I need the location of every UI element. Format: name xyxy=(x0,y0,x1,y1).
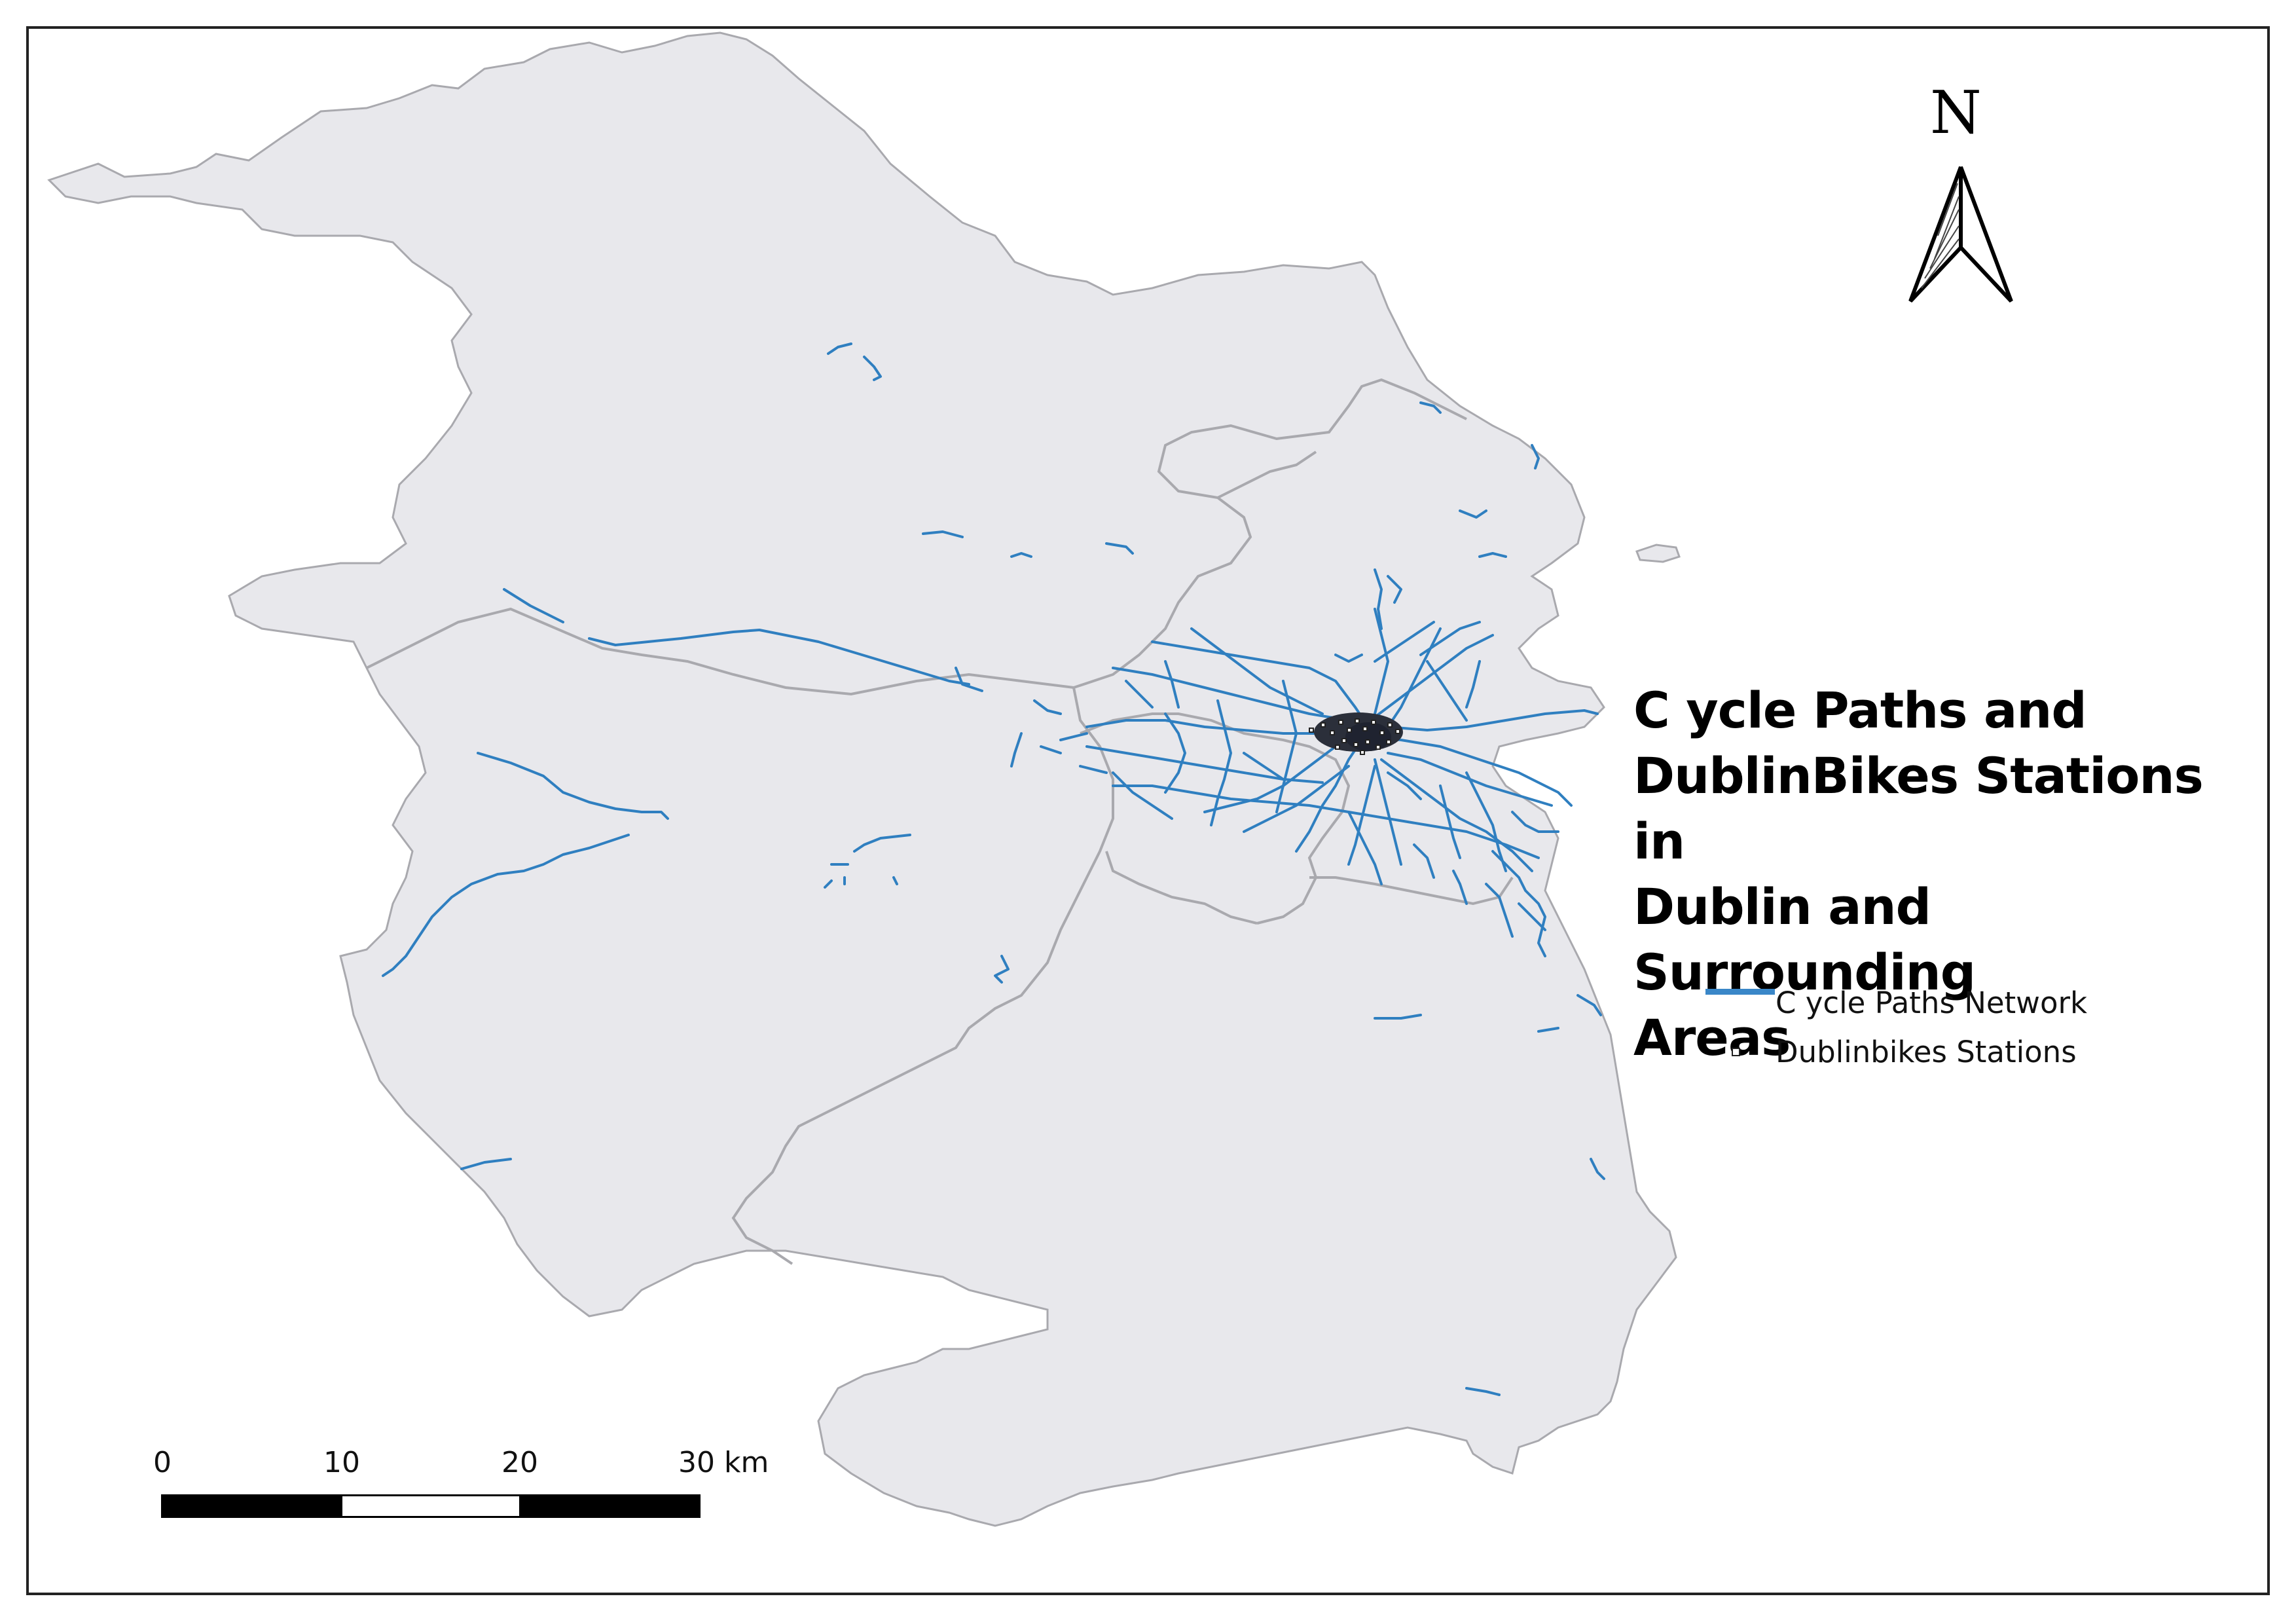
land-mass xyxy=(47,31,1677,1527)
scale-label-20: 20 xyxy=(501,1446,538,1479)
north-arrow-label: N xyxy=(1930,79,1982,147)
scale-label-0: 0 xyxy=(153,1446,172,1479)
legend-cycle-paths-label: C ycle Paths Network xyxy=(1776,986,2088,1020)
scale-label-30-km: 30 km xyxy=(678,1446,769,1479)
county-boundaries xyxy=(366,378,1514,1265)
map-title-line: C ycle Paths and xyxy=(1633,681,2087,739)
map-title: C ycle Paths and DublinBikes Stations in… xyxy=(1633,678,2249,1071)
map-title-line: Dublin and Surrounding xyxy=(1633,877,1976,1001)
scale-segment-1 xyxy=(161,1494,342,1518)
dublinbikes-stations xyxy=(1309,712,1403,755)
scale-segment-3 xyxy=(520,1494,701,1518)
island xyxy=(1635,544,1681,563)
map-frame xyxy=(26,26,2270,1595)
scale-segment-2 xyxy=(340,1494,521,1518)
map-title-line: DublinBikes Stations in xyxy=(1633,747,2204,870)
legend-cycle-paths-swatch xyxy=(1705,989,1775,995)
map-title-line: Areas xyxy=(1633,1008,1791,1067)
legend-stations-label: Dublinbikes Stations xyxy=(1776,1035,2077,1069)
scale-label-10: 10 xyxy=(323,1446,360,1479)
legend-stations-swatch xyxy=(1732,1048,1740,1056)
north-arrow-icon xyxy=(1908,166,2013,303)
